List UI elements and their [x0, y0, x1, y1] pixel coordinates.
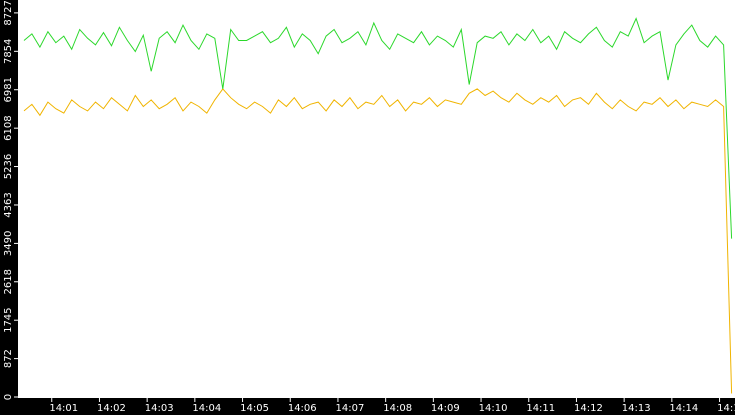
x-tick-label: 14:01	[49, 403, 78, 414]
y-tick-label: 0	[3, 394, 14, 400]
x-tick-label: 14:08	[383, 403, 412, 414]
y-tick-label: 3490	[3, 231, 14, 256]
y-tick-label: 4363	[3, 192, 14, 217]
x-tick-label: 14:14	[669, 403, 698, 414]
series-line	[23, 17, 733, 239]
y-tick-label: 872	[3, 349, 14, 368]
y-tick-label: 1745	[3, 307, 14, 332]
x-tick-label: 14:02	[97, 403, 126, 414]
y-tick-label: 6108	[3, 115, 14, 140]
y-tick-label: 6981	[3, 77, 14, 102]
series-line	[23, 88, 733, 394]
x-tick-label: 14:13	[622, 403, 651, 414]
y-tick-label: 7854	[3, 39, 14, 64]
x-tick-label: 14:07	[336, 403, 365, 414]
x-tick-label: 14:03	[145, 403, 174, 414]
x-tick-label: 14:10	[479, 403, 508, 414]
y-tick-label: 2618	[3, 269, 14, 294]
x-tick-label: 14:06	[288, 403, 317, 414]
plot-area	[18, 0, 735, 398]
x-tick-label: 14:12	[574, 403, 603, 414]
x-tick-label: 14:04	[192, 403, 221, 414]
x-tick-label: 14:05	[240, 403, 269, 414]
y-tick-label: 8727	[3, 0, 14, 25]
x-tick-label: 14:15	[717, 403, 735, 414]
y-tick-label: 5236	[3, 154, 14, 179]
x-tick-label: 14:09	[431, 403, 460, 414]
x-tick-label: 14:11	[526, 403, 555, 414]
